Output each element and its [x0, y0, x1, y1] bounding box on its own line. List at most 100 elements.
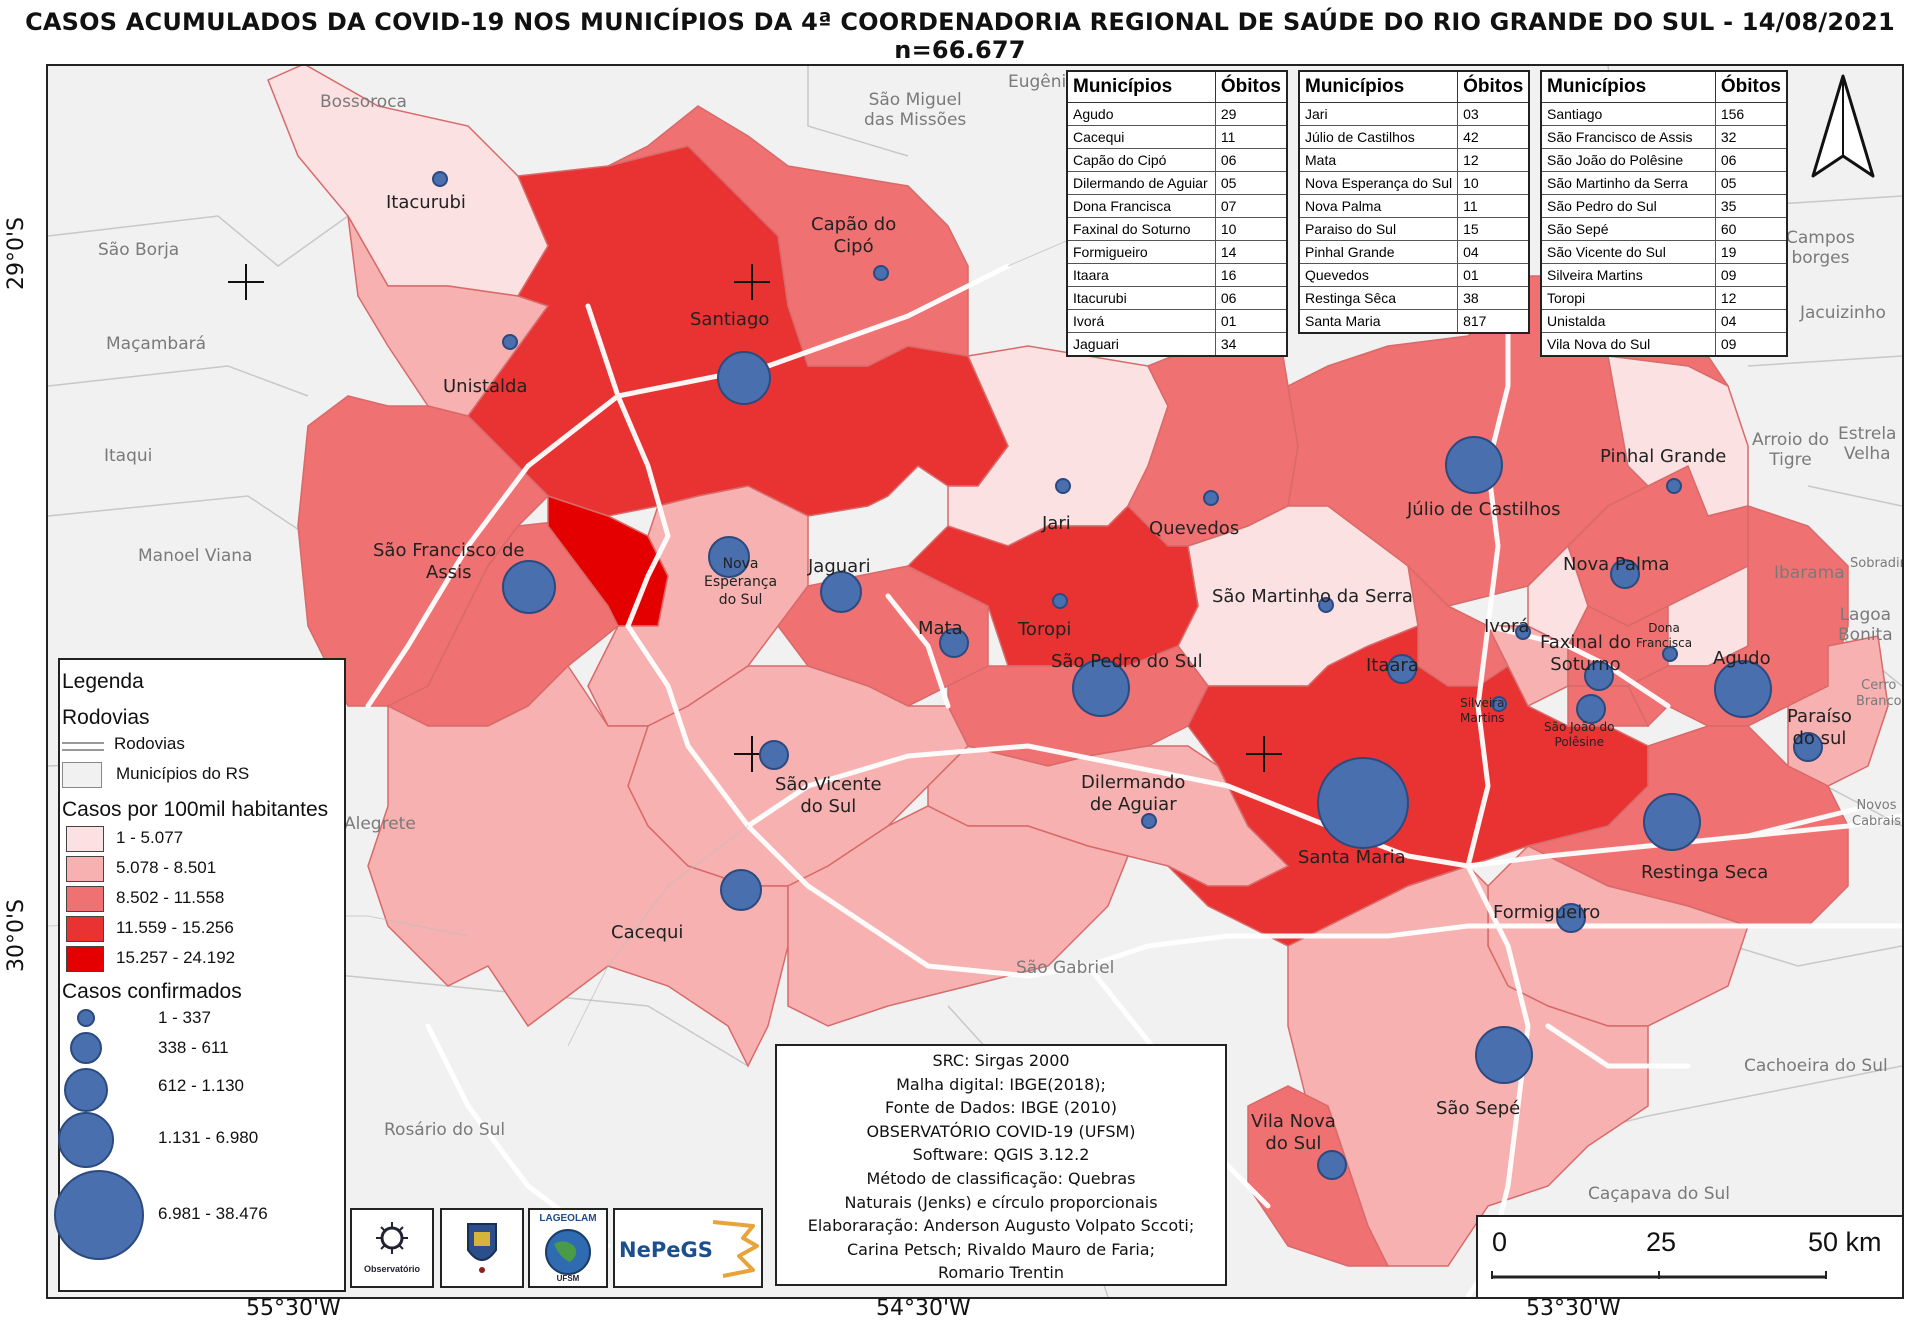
table-cell-municipio: Restinga Sêca — [1298, 286, 1459, 310]
legend-rate-heading: Casos por 100mil habitantes — [62, 798, 329, 821]
table-header-municipios: Municípios — [1298, 70, 1459, 103]
circle-dilermando — [1141, 813, 1157, 829]
table-row: Unistalda 04 — [1540, 309, 1788, 333]
table-cell-obitos: 01 — [1214, 309, 1288, 333]
table-cell-municipio: Ivorá — [1066, 309, 1216, 333]
ctx-macambara: Maçambará — [106, 334, 207, 354]
label-ssepe: São Sepé — [1436, 1098, 1521, 1119]
ufsm-logo — [440, 1208, 524, 1288]
info-line-7: Naturais (Jenks) e círculo proporcionais — [844, 1192, 1158, 1212]
nepegs-logo: NePeGS — [613, 1208, 763, 1288]
polygon-agudo — [1626, 504, 1849, 728]
table-cell-municipio: Cacequi — [1066, 125, 1216, 149]
label-dilermando: Dilermando de Aguiar — [1081, 772, 1186, 815]
polygon-capao — [607, 105, 969, 367]
crest-icon — [467, 1223, 497, 1273]
circle-formigueiro — [1556, 903, 1586, 933]
table-cell-municipio: Jari — [1298, 102, 1459, 126]
table-cell-municipio: Agudo — [1066, 102, 1216, 126]
table-cell-municipio: Nova Esperança do Sul — [1298, 171, 1459, 195]
circle-agudo — [1714, 660, 1772, 718]
legend: Legenda Rodovias Rodovias Municípios do … — [54, 658, 346, 1292]
table-cell-municipio: Capão do Cipó — [1066, 148, 1216, 172]
table-cell-obitos: 09 — [1714, 332, 1788, 357]
ctx-manoel-viana: Manoel Viana — [138, 546, 253, 566]
label-itacurubi: Itacurubi — [386, 192, 466, 213]
table-cell-obitos: 38 — [1457, 286, 1530, 310]
legend-bubble-4 — [58, 1112, 114, 1168]
legend-rate-swatch-4 — [66, 916, 104, 942]
deaths-table-1: Municípios Óbitos Agudo 29 Cacequi 11 Capão … — [1066, 70, 1288, 357]
lageolam-logo-text: LAGEOLAM — [539, 1213, 597, 1224]
table-cell-obitos: 06 — [1214, 286, 1288, 310]
table-cell-municipio: Formigueiro — [1066, 240, 1216, 264]
circle-sjoao — [1576, 694, 1606, 724]
table-header-obitos: Óbitos — [1214, 70, 1288, 103]
legend-cases-label-3: 612 - 1.130 — [158, 1076, 245, 1095]
table-cell-obitos: 16 — [1214, 263, 1288, 287]
legend-rate-label-4: 11.559 - 15.256 — [116, 918, 234, 937]
circle-ssepe — [1475, 1026, 1533, 1084]
info-line-5: Software: QGIS 3.12.2 — [912, 1145, 1090, 1165]
label-santiago: Santiago — [690, 309, 770, 330]
table-cell-obitos: 817 — [1457, 309, 1530, 334]
label-pinhal: Pinhal Grande — [1600, 446, 1727, 467]
table-cell-obitos: 04 — [1457, 240, 1530, 264]
scale-label-25: 25 — [1646, 1227, 1677, 1257]
lat-label-29: 29°0'S — [4, 216, 29, 290]
table-cell-municipio: São Martinho da Serra — [1540, 171, 1716, 195]
map-title: CASOS ACUMULADOS DA COVID-19 NOS MUNICÍP… — [25, 8, 1895, 64]
ctx-sobradinho: Sobradinho — [1850, 556, 1902, 571]
label-quevedos: Quevedos — [1149, 518, 1240, 539]
table-cell-municipio: São Pedro do Sul — [1540, 194, 1716, 218]
table-cell-obitos: 11 — [1457, 194, 1530, 218]
ctx-bossoroca: Bossoroca — [320, 92, 407, 112]
ctx-ibarama: Ibarama — [1774, 563, 1845, 583]
table-cell-obitos: 12 — [1714, 286, 1788, 310]
legend-rate-swatch-3 — [66, 886, 104, 912]
table-cell-municipio: Dilermando de Aguiar — [1066, 171, 1216, 195]
north-arrow-icon — [1811, 74, 1875, 178]
info-line-3: Fonte de Dados: IBGE (2010) — [885, 1098, 1117, 1118]
table-cell-obitos: 10 — [1214, 217, 1288, 241]
table-cell-municipio: Mata — [1298, 148, 1459, 172]
legend-cases-heading: Casos confirmados — [62, 980, 242, 1003]
circle-dona — [1662, 646, 1678, 662]
legend-rate-swatch-1 — [66, 826, 104, 852]
polygon-toropi — [906, 504, 1199, 667]
table-cell-obitos: 04 — [1714, 309, 1788, 333]
table-row: São Vicente do Sul 19 — [1540, 240, 1788, 264]
observatorio-logo-text: Observatório — [363, 1264, 421, 1274]
virus-icon — [376, 1222, 408, 1254]
ufsm-text: UFSM — [556, 1274, 580, 1283]
table-cell-obitos: 11 — [1214, 125, 1288, 149]
ctx-lagoa-bonita: Lagoa Bonita — [1838, 605, 1893, 645]
label-vilanova: Vila Nova do Sul — [1251, 1111, 1336, 1154]
info-line-1: SRC: Sirgas 2000 — [932, 1051, 1070, 1070]
legend-municipios-item: Municípios do RS — [116, 764, 250, 783]
legend-rate-label-2: 5.078 - 8.501 — [116, 858, 217, 877]
legend-rate-label-5: 15.257 - 24.192 — [116, 948, 236, 967]
table-cell-obitos: 60 — [1714, 217, 1788, 241]
table-cell-municipio: São Francisco de Assis — [1540, 125, 1716, 149]
deaths-table-2-body: Jari 03 Júlio de Castilhos 42 Mata 12 Nova Esp… — [1298, 102, 1530, 334]
table-cell-municipio: Santa Maria — [1298, 309, 1459, 334]
lon-label-5530: 55°30'W — [246, 1296, 341, 1321]
lon-label-5330: 53°30'W — [1526, 1296, 1621, 1321]
table-cell-municipio: Júlio de Castilhos — [1298, 125, 1459, 149]
legend-title: Legenda — [62, 670, 144, 693]
table-row: Itaara 16 — [1066, 263, 1288, 287]
info-line-4: OBSERVATÓRIO COVID-19 (UFSM) — [866, 1121, 1136, 1141]
table-row: Ivorá 01 — [1066, 309, 1288, 333]
circle-itaara — [1387, 654, 1417, 684]
ctx-estrela-velha: Estrela Velha — [1838, 424, 1897, 464]
deaths-table-2: Municípios Óbitos Jari 03 Júlio de Castilh… — [1298, 70, 1531, 334]
table-cell-obitos: 32 — [1714, 125, 1788, 149]
ctx-itaqui: Itaqui — [104, 446, 153, 466]
table-cell-obitos: 42 — [1457, 125, 1530, 149]
label-nes: Nova Esperança do Sul — [704, 556, 778, 608]
circle-santamaria — [1317, 757, 1409, 849]
table-cell-municipio: Pinhal Grande — [1298, 240, 1459, 264]
label-restinga: Restinga Seca — [1641, 862, 1769, 883]
